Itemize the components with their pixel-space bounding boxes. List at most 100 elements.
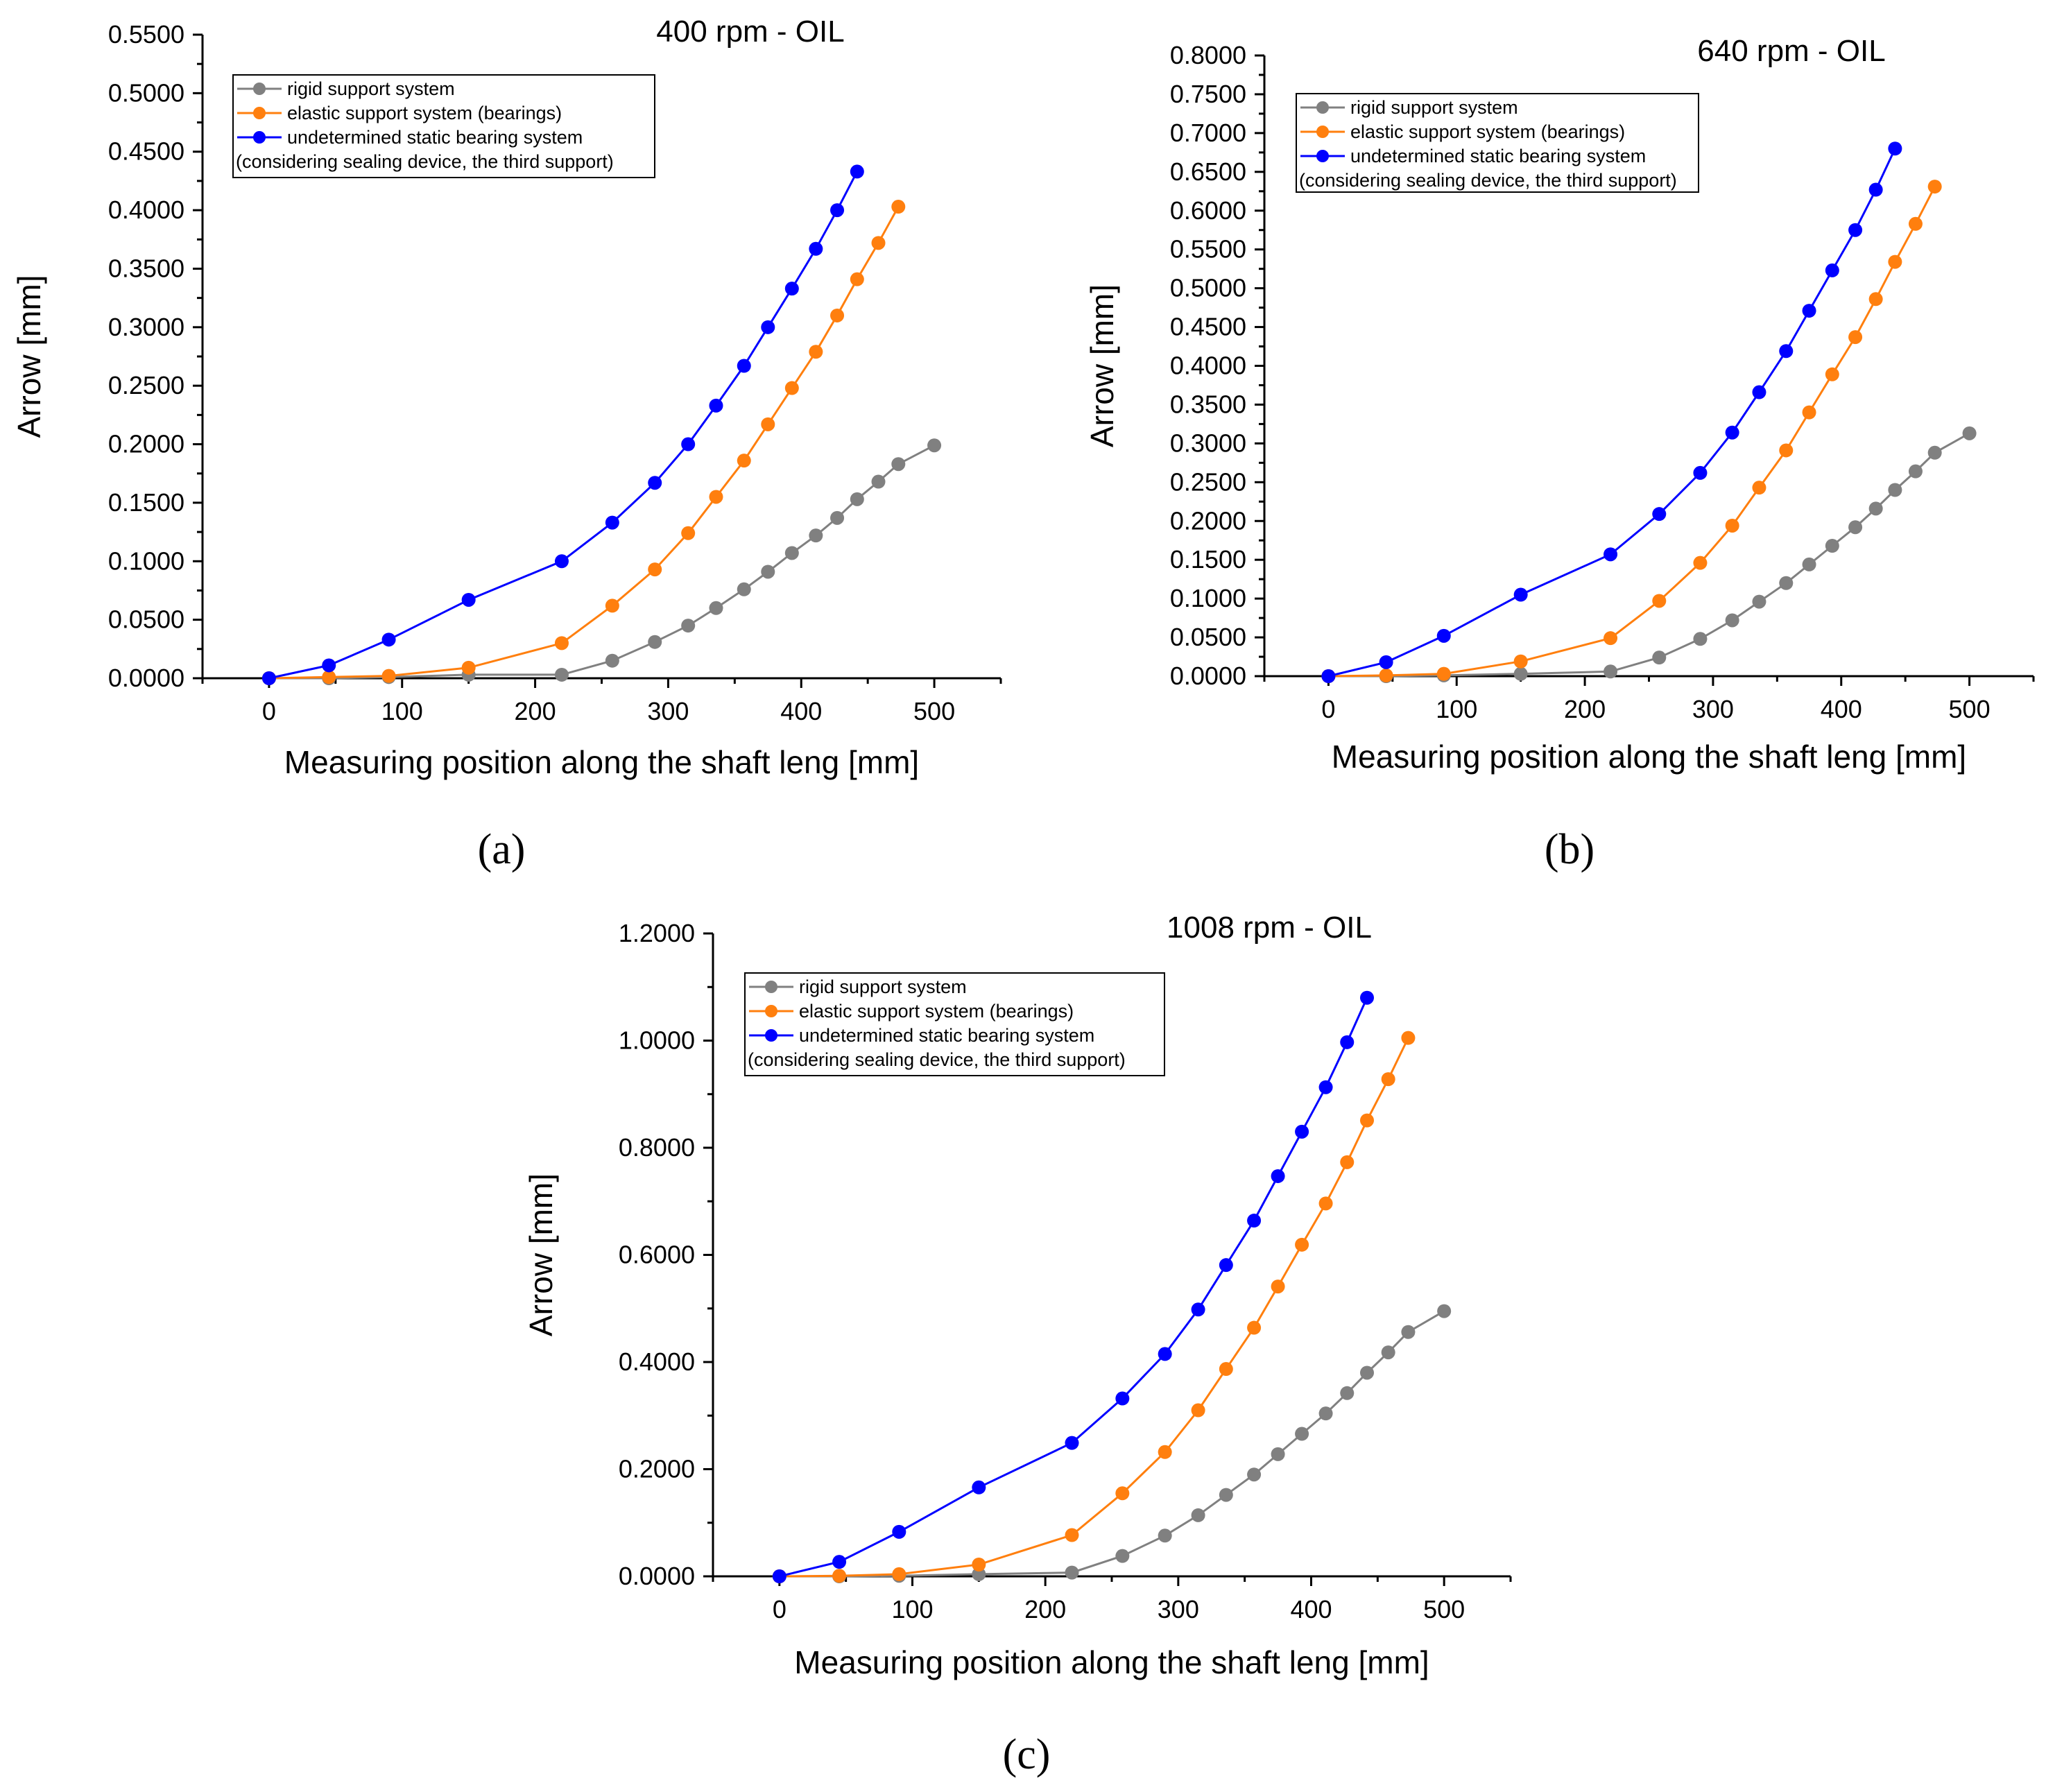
data-point (605, 515, 619, 530)
data-point (809, 345, 823, 359)
x-tick-label: 300 (647, 697, 689, 725)
data-point (1219, 1488, 1233, 1502)
data-point (1191, 1403, 1205, 1418)
data-point (1065, 1528, 1079, 1542)
y-tick-label: 0.4000 (1170, 352, 1246, 380)
data-point (1436, 666, 1451, 681)
data-point (1908, 216, 1923, 231)
legend-marker (765, 1029, 777, 1042)
y-tick-label: 0.6000 (619, 1241, 695, 1269)
data-point (709, 490, 723, 504)
data-point (322, 670, 336, 684)
x-axis-title: Measuring position along the shaft leng … (1332, 739, 1966, 775)
series-line-0 (1328, 432, 1970, 678)
data-point (1381, 1345, 1395, 1360)
data-point (892, 1567, 906, 1581)
data-point (1271, 1280, 1285, 1294)
data-point (681, 437, 696, 451)
data-point (1295, 1427, 1309, 1441)
data-point (1927, 180, 1942, 194)
data-point (1604, 547, 1618, 562)
data-point (1065, 1436, 1079, 1450)
y-tick-label: 0.7500 (1170, 80, 1246, 108)
data-point (381, 632, 396, 647)
data-point (1340, 1386, 1355, 1400)
legend-entry: elastic support system (bearings) (287, 103, 562, 123)
y-tick-label: 0.5000 (108, 78, 184, 107)
data-point (1693, 632, 1708, 646)
data-point (322, 658, 336, 673)
series-line-1 (268, 206, 900, 680)
x-tick-label: 200 (1564, 695, 1606, 723)
data-point (1604, 631, 1618, 646)
legend-marker (253, 107, 266, 119)
x-tick-label: 0 (262, 697, 276, 725)
data-point (1652, 651, 1667, 665)
data-point (1360, 990, 1374, 1005)
data-point (554, 667, 569, 682)
data-point (850, 164, 864, 179)
x-tick-label: 500 (1423, 1595, 1465, 1623)
legend-box (1296, 93, 1699, 193)
data-point (1360, 1113, 1374, 1128)
y-tick-label: 0.3500 (108, 254, 184, 282)
legend-box (232, 74, 655, 178)
data-point (972, 1558, 986, 1572)
data-point (261, 671, 276, 685)
legend-marker (765, 981, 777, 993)
data-point (1848, 520, 1863, 535)
data-point (809, 528, 823, 543)
data-point (737, 454, 751, 468)
data-point (1868, 501, 1883, 516)
data-point (1825, 539, 1839, 553)
data-point (850, 272, 864, 286)
data-point (737, 582, 751, 596)
data-point (1752, 481, 1766, 495)
data-point (1318, 1080, 1333, 1094)
data-point (381, 669, 396, 683)
data-point (1752, 385, 1766, 399)
data-point (1752, 594, 1766, 609)
data-point (1115, 1486, 1130, 1501)
data-point (737, 359, 751, 373)
y-axis-title: Arrow [mm] (11, 275, 47, 438)
y-tick-label: 1.0000 (619, 1026, 695, 1055)
legend-note: (considering sealing device, the third s… (748, 1049, 1126, 1070)
data-point (784, 381, 799, 395)
y-tick-label: 0.2500 (1170, 467, 1246, 496)
data-point (1962, 426, 1977, 440)
x-tick-label: 300 (1158, 1595, 1199, 1623)
panel-label-b: (b) (1545, 826, 1594, 873)
legend-entry: elastic support system (bearings) (1350, 121, 1625, 142)
y-tick-label: 0.4000 (619, 1347, 695, 1376)
data-point (1115, 1549, 1130, 1563)
data-point (1360, 1365, 1374, 1380)
data-point (832, 1555, 847, 1569)
y-tick-label: 0.3000 (1170, 429, 1246, 457)
series-line-0 (268, 444, 935, 680)
y-tick-label: 0.0500 (108, 605, 184, 634)
legend-entry: undetermined static bearing system (287, 127, 583, 148)
data-point (1381, 1072, 1395, 1087)
chart-panel-a: 0.0000 0.0500 0.1000 0.1500 0.2000 0.2500 0.30… (11, 15, 1002, 780)
x-tick-label: 400 (780, 697, 822, 725)
data-point (1888, 141, 1902, 156)
data-point (1295, 1124, 1309, 1139)
data-point (784, 546, 799, 560)
legend-entry: rigid support system (287, 78, 455, 99)
data-point (1436, 628, 1451, 643)
legend-entry: undetermined static bearing system (1350, 146, 1646, 166)
data-point (772, 1569, 786, 1583)
y-tick-label: 0.3500 (1170, 390, 1246, 418)
data-point (1271, 1447, 1285, 1461)
y-tick-label: 0.2500 (108, 371, 184, 399)
chart-title: 400 rpm - OIL (656, 15, 844, 49)
data-point (1247, 1467, 1262, 1482)
data-point (832, 1569, 847, 1583)
y-tick-label: 0.3000 (108, 313, 184, 341)
data-point (809, 241, 823, 256)
chart-title: 1008 rpm - OIL (1167, 911, 1372, 945)
y-tick-label: 1.2000 (619, 919, 695, 947)
data-point (1401, 1325, 1416, 1339)
x-tick-label: 100 (1436, 695, 1477, 723)
